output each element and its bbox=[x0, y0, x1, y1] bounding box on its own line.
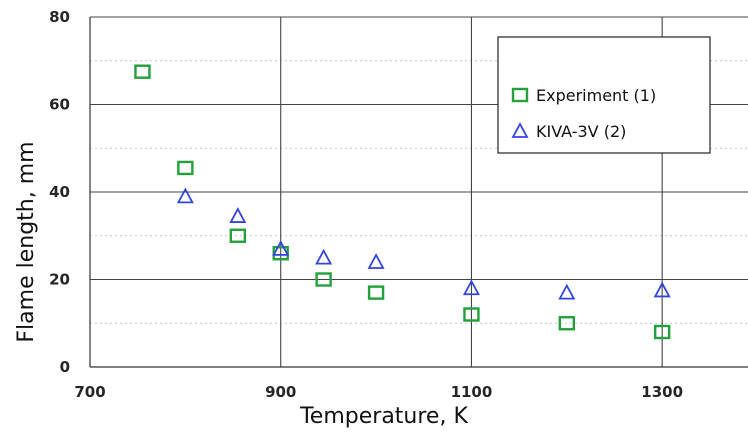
y-tick-label: 0 bbox=[60, 358, 70, 376]
kiva-point bbox=[653, 281, 671, 298]
kiva-point bbox=[558, 283, 576, 300]
experiment-point bbox=[177, 160, 194, 176]
legend-box bbox=[497, 36, 711, 154]
kiva-point bbox=[229, 207, 247, 223]
x-tick-label: 1300 bbox=[641, 383, 683, 401]
experiment-point bbox=[315, 272, 332, 287]
legend-label: Experiment (1) bbox=[536, 86, 656, 105]
y-tick-label: 60 bbox=[49, 96, 70, 114]
x-axis-label: Temperature, K bbox=[299, 404, 468, 429]
kiva-point bbox=[462, 279, 480, 296]
experiment-point bbox=[653, 324, 671, 340]
experiment-point bbox=[229, 228, 247, 243]
experiment-point bbox=[558, 316, 576, 331]
axes bbox=[89, 17, 748, 368]
legend-marker-experiment bbox=[511, 87, 529, 103]
legend: Experiment (1) KIVA-3V (2) bbox=[497, 36, 711, 154]
kiva-point bbox=[367, 253, 385, 269]
y-tick-label: 40 bbox=[49, 183, 70, 201]
kiva-point bbox=[176, 187, 194, 204]
legend-label: KIVA-3V (2) bbox=[536, 122, 626, 141]
y-tick-label: 80 bbox=[49, 8, 70, 26]
x-tick-label: 700 bbox=[74, 383, 105, 401]
kiva-point bbox=[272, 239, 290, 256]
experiment-point bbox=[463, 307, 480, 322]
y-tick-labels: 0 20 40 60 80 bbox=[49, 8, 70, 376]
experiment-point bbox=[134, 64, 151, 79]
y-tick-label: 20 bbox=[49, 271, 70, 289]
x-tick-label: 900 bbox=[265, 383, 296, 401]
kiva-point bbox=[315, 248, 333, 265]
x-tick-label: 1100 bbox=[451, 383, 493, 401]
data-markers bbox=[134, 64, 671, 340]
experiment-point bbox=[367, 285, 385, 300]
y-axis-label: Flame length, mm bbox=[14, 141, 39, 342]
legend-marker-kiva bbox=[511, 122, 529, 138]
x-tick-labels: 700 900 1100 1300 bbox=[74, 383, 683, 401]
gridlines bbox=[90, 16, 748, 367]
